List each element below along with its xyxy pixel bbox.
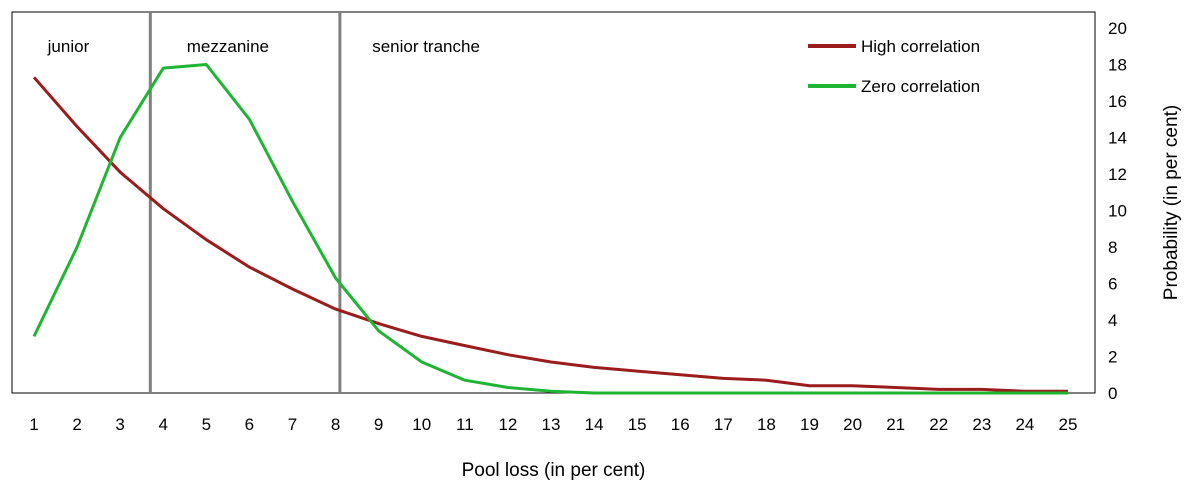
x-tick-label: 15 <box>628 415 647 434</box>
x-tick-label: 22 <box>929 415 948 434</box>
x-tick-label: 2 <box>72 415 81 434</box>
x-tick-label: 6 <box>245 415 254 434</box>
legend-label-high-correlation: High correlation <box>861 37 980 56</box>
y-tick-label: 20 <box>1108 19 1127 38</box>
y-tick-label: 0 <box>1108 384 1117 403</box>
tranche-boundaries <box>148 12 342 393</box>
x-tick-label: 9 <box>374 415 383 434</box>
x-tick-label: 14 <box>585 415 604 434</box>
x-tick-label: 25 <box>1059 415 1078 434</box>
x-tick-label: 1 <box>29 415 38 434</box>
x-axis-title: Pool loss (in per cent) <box>462 460 646 481</box>
x-tick-label: 12 <box>498 415 517 434</box>
series-line-zero-correlation <box>32 63 1068 395</box>
x-tick-label: 20 <box>843 415 862 434</box>
legend-label-zero-correlation: Zero correlation <box>861 77 980 96</box>
x-tick-label: 19 <box>800 415 819 434</box>
y-tick-label: 6 <box>1108 275 1117 294</box>
plot-area-frame <box>11 11 1096 394</box>
y-tick-label: 18 <box>1108 56 1127 75</box>
x-tick-label: 7 <box>288 415 297 434</box>
x-tick-label: 24 <box>1015 415 1034 434</box>
x-tick-label: 17 <box>714 415 733 434</box>
x-axis-tick-labels: 1 2 3 4 5 6 7 8 9 10 11 12 13 14 15 16 17 18 19 20 21 22 23 24 2… <box>29 415 1077 434</box>
tranche-label-2: mezzanine <box>187 37 269 56</box>
x-tick-label: 10 <box>412 415 431 434</box>
x-tick-label: 11 <box>456 415 474 434</box>
y-tick-label: 10 <box>1108 202 1127 221</box>
y-tick-label: 8 <box>1108 238 1117 257</box>
x-tick-label: 4 <box>159 415 168 434</box>
legend: High correlation Zero correlation <box>808 37 980 96</box>
tranche-annotations: junior mezzanine senior tranche <box>47 37 480 56</box>
x-tick-label: 3 <box>115 415 124 434</box>
x-tick-label: 8 <box>331 415 340 434</box>
tranche-label-1: junior <box>47 37 90 56</box>
series-line-high-correlation <box>32 76 1068 393</box>
x-tick-label: 13 <box>542 415 561 434</box>
y-tick-label: 2 <box>1108 348 1117 367</box>
y-tick-label: 14 <box>1108 129 1127 148</box>
y-tick-label: 4 <box>1108 311 1117 330</box>
tranche-label-3: senior tranche <box>372 37 480 56</box>
x-tick-label: 16 <box>671 415 690 434</box>
y-tick-label: 12 <box>1108 165 1127 184</box>
x-tick-label: 23 <box>972 415 991 434</box>
x-tick-label: 5 <box>202 415 211 434</box>
series-lines <box>32 63 1068 395</box>
y-tick-label: 16 <box>1108 92 1127 111</box>
x-tick-label: 18 <box>757 415 776 434</box>
x-tick-label: 21 <box>886 415 905 434</box>
y-axis-title: Probability (in per cent) <box>1161 105 1182 300</box>
y-axis-tick-labels: 0 2 4 6 8 10 12 14 16 18 20 <box>1108 19 1127 403</box>
